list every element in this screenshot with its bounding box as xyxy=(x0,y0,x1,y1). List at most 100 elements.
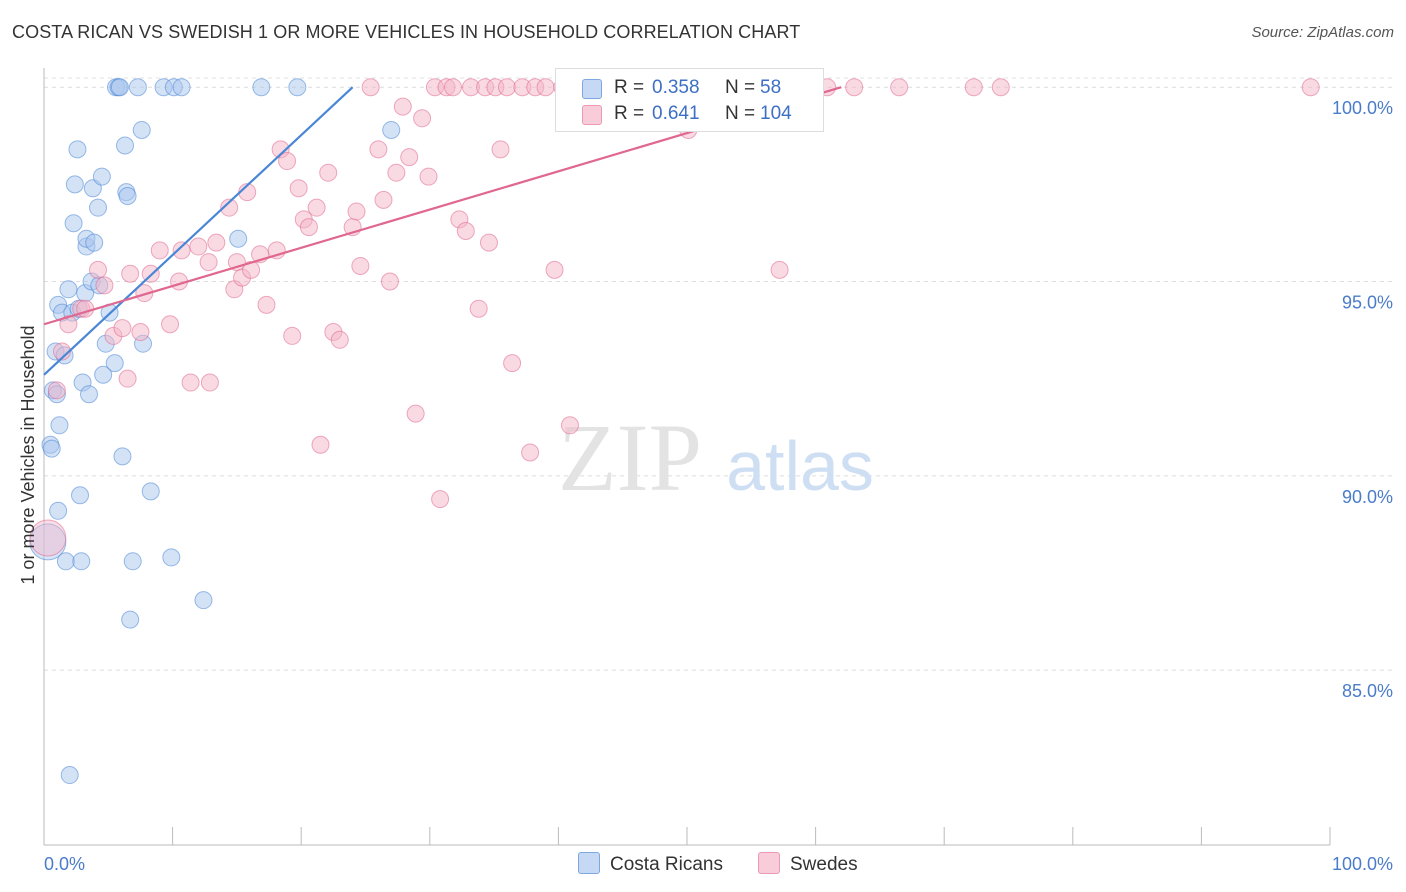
swede-point xyxy=(242,260,261,279)
legend-r-label: R = xyxy=(614,77,645,98)
swede-point xyxy=(413,109,432,128)
swede-point xyxy=(299,218,318,237)
swede-point xyxy=(118,369,137,388)
watermark-zip: ZIP xyxy=(558,404,702,511)
swede-point xyxy=(283,326,302,345)
costa-rican-point xyxy=(123,552,142,571)
costa-rican-point xyxy=(71,486,90,505)
swede-point xyxy=(469,299,488,318)
swede-point xyxy=(890,78,909,97)
costa-rican-point xyxy=(172,78,191,97)
source-label: Source: ZipAtlas.com xyxy=(1251,24,1394,41)
swede-point xyxy=(220,198,239,217)
swede-point xyxy=(95,276,114,295)
swede-point xyxy=(150,241,169,260)
legend-n-label: N = xyxy=(725,77,756,98)
costa-rican-point xyxy=(72,552,91,571)
y-tick-label: 85.0% xyxy=(1342,681,1393,701)
swede-point xyxy=(443,78,462,97)
swede-point xyxy=(278,152,297,171)
costa-rican-point xyxy=(92,167,111,186)
legend-item-swedes: Swedes xyxy=(758,852,858,876)
swede-point xyxy=(200,373,219,392)
costa-rican-point xyxy=(118,187,137,206)
swede-point xyxy=(521,443,540,462)
swede-point xyxy=(330,330,349,349)
legend-n-value: 104 xyxy=(760,103,792,124)
costa-rican-point xyxy=(56,552,75,571)
swede-point xyxy=(536,78,555,97)
y-tick-label: 100.0% xyxy=(1332,98,1393,118)
swede-point xyxy=(964,78,983,97)
costa-rican-point xyxy=(60,766,79,785)
swede-point xyxy=(361,78,380,97)
x-tick-label-min: 0.0% xyxy=(44,854,85,874)
y-tick-label: 95.0% xyxy=(1342,293,1393,313)
grid-lines xyxy=(44,77,1392,671)
costa-rican-point xyxy=(85,233,104,252)
swede-point xyxy=(131,323,150,342)
costa-rican-point xyxy=(94,365,113,384)
swede-point xyxy=(770,260,789,279)
costa-rican-point xyxy=(132,120,151,139)
costa-rican-point xyxy=(128,78,147,97)
swede-point xyxy=(113,319,132,338)
swede-point xyxy=(29,519,67,557)
swede-point xyxy=(479,233,498,252)
swede-point xyxy=(199,253,218,272)
legend-n-value: 58 xyxy=(760,77,782,98)
costa-rican-point xyxy=(382,120,401,139)
swede-point xyxy=(89,260,108,279)
costa-rican-point xyxy=(113,447,132,466)
costa-rican-point xyxy=(105,354,124,373)
swede-point xyxy=(400,148,419,167)
swede-point xyxy=(456,221,475,240)
swede-point xyxy=(207,233,226,252)
x-tick-label-max: 100.0% xyxy=(1332,854,1393,874)
costa-rican-point xyxy=(121,610,140,629)
swede-point xyxy=(374,190,393,209)
swede-point xyxy=(560,416,579,435)
costa-rican-point xyxy=(162,548,181,567)
legend-r-value: 0.358 xyxy=(652,77,700,98)
swede-point xyxy=(503,354,522,373)
swede-point xyxy=(1301,78,1320,97)
costa-rican-point xyxy=(80,385,99,404)
swede-point xyxy=(59,315,78,334)
swede-point xyxy=(991,78,1010,97)
swede-point xyxy=(545,260,564,279)
costa-rican-point xyxy=(64,214,83,233)
watermark: ZIP atlas xyxy=(558,404,874,511)
y-axis-title: 1 or more Vehicles in Household xyxy=(18,325,38,584)
costa-rican-point xyxy=(110,78,129,97)
costa-rican-point xyxy=(288,78,307,97)
legend-label-swedes: Swedes xyxy=(790,854,858,875)
swede-point xyxy=(181,373,200,392)
costa-rican-point xyxy=(42,439,61,458)
x-tick-labels: 0.0% 100.0% xyxy=(44,854,1393,874)
y-tick-label: 90.0% xyxy=(1342,487,1393,507)
swede-point xyxy=(319,163,338,182)
swede-point xyxy=(121,264,140,283)
swede-point xyxy=(406,404,425,423)
swede-point xyxy=(431,490,450,509)
legend-swatch-swedes xyxy=(758,852,780,874)
legend-r-value: 0.641 xyxy=(652,103,700,124)
costa-rican-point xyxy=(50,416,69,435)
legend-item-costa-ricans: Costa Ricans xyxy=(578,852,723,876)
costa-rican-point xyxy=(68,140,87,159)
swede-point xyxy=(387,163,406,182)
y-tick-labels: 100.0% 95.0% 90.0% 85.0% xyxy=(1332,98,1393,701)
costa-rican-point xyxy=(229,229,248,248)
watermark-atlas: atlas xyxy=(726,427,874,505)
trend-line-costa-ricans xyxy=(43,86,354,376)
costa-rican-point xyxy=(116,136,135,155)
costa-rican-point xyxy=(141,482,160,501)
costa-rican-point xyxy=(65,175,84,194)
legend-swatch-swedes xyxy=(582,105,602,125)
costa-rican-point xyxy=(252,78,271,97)
costa-rican-point xyxy=(194,591,213,610)
swede-point xyxy=(189,237,208,256)
swede-point xyxy=(307,198,326,217)
